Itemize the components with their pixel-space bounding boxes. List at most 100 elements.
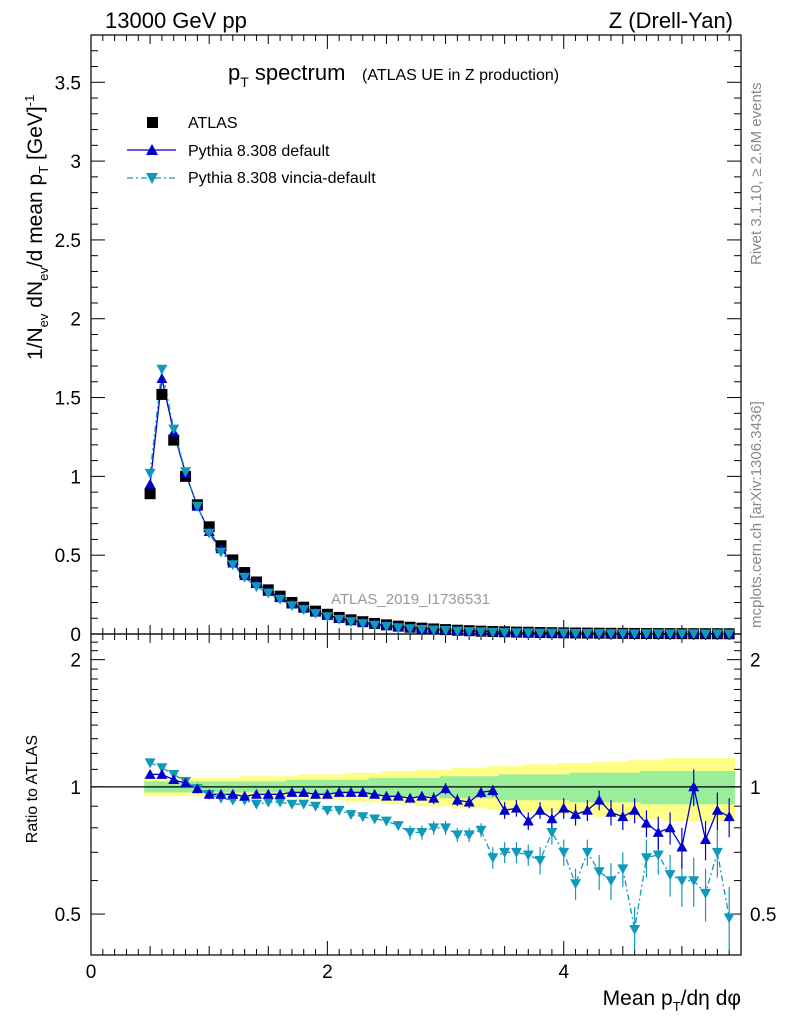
ratio-vincia-point [676,876,688,887]
vincia-point [191,501,203,512]
ratio-vincia-point [629,924,641,935]
vincia-point [345,617,357,628]
vincia-point [144,468,156,479]
ratio-vincia-point [510,847,522,858]
ratio-vincia-point [345,810,357,821]
ratio-default-point [487,785,499,795]
ratio-vincia-point [475,825,487,836]
top-y-tick-label: 0.5 [55,546,81,567]
ratio-default-point [451,794,463,805]
vincia-point [475,627,487,638]
ratio-vincia-point [558,847,570,858]
ratio-default-point [156,768,168,779]
ratio-default-point [688,781,700,792]
ratio-panel-frame [90,633,742,956]
ratio-vincia-point [617,864,629,875]
ratio-default-point [250,788,262,799]
ratio-default-point [463,796,475,807]
top-y-tick-label: 1 [70,467,81,488]
vincia-point [617,629,629,640]
ratio-default-point [416,790,428,801]
legend: ATLAS Pythia 8.308 default Pythia 8.308 … [127,115,376,187]
svg-text:Mean pT/dη dφ: Mean pT/dη dφ [603,987,741,1014]
x-axis-label: Mean pT/dη dφ [603,987,741,1014]
vincia-point [310,609,322,620]
vincia-point [700,629,712,640]
legend-label-default: Pythia 8.308 default [188,143,330,160]
ratio-vincia-point [298,799,310,810]
ratio-vincia-point [463,830,475,841]
ratio-vincia-point [274,797,286,808]
ratio-vincia-point [369,814,381,825]
vincia-point [451,626,463,637]
ratio-vincia-point [605,876,617,887]
vincia-point [357,619,369,630]
title-p: p [228,60,240,85]
ratio-default-point [428,792,440,803]
default-point [156,373,168,384]
ratio-default-point [203,788,215,799]
ratio-default-point [392,790,404,801]
ratio-vincia-point [428,823,440,834]
vincia-point [534,628,546,639]
ratio-default-point [286,786,298,797]
analysis-watermark: ATLAS_2019_I1736531 [331,591,490,608]
vincia-point [499,628,511,638]
ratio-default-point [180,777,192,788]
vincia-point [369,620,381,631]
ratio-default-point [380,790,392,801]
vincia-point [298,605,310,616]
vincia-point [404,624,416,635]
vincia-point [262,588,274,599]
ratio-default-point [298,786,310,797]
top-y-axis-label: 1/Nev dNev/d mean pT [GeV]-1 [22,95,51,360]
vincia-point [203,528,215,539]
ratio-default-point [534,804,546,815]
header-right: Z (Drell-Yan) [609,8,733,33]
vincia-point [463,627,475,637]
x-tick-label: 0 [86,962,97,983]
ratio-vincia-point [522,850,534,861]
vincia-point [321,612,333,623]
ratio-default-point [345,786,357,797]
ratio-y-tick-label-right: 2 [750,651,761,672]
vincia-point [333,614,345,625]
axis-tick-labels: 0 0.5 1 1.5 2 2.5 3 3.5 0.5 1 2 0.5 1 2 0 2 4 [55,73,777,983]
ratio-default-point [605,806,617,817]
header-left: 13000 GeV pp [105,8,247,33]
ratio-vincia-point [664,870,676,881]
ratio-vincia-point [404,828,416,838]
vincia-point [274,594,286,605]
ratio-y-tick-label-left: 0.5 [55,905,81,926]
ratio-band-inner [144,771,736,805]
ratio-default-point [570,809,582,819]
vincia-point [676,629,688,640]
ratio-default-point [546,813,558,824]
legend-marker-vincia [146,173,158,184]
vincia-point [380,622,392,632]
vincia-point [688,629,700,640]
atlas-point [156,388,168,400]
top-y-tick-label: 2.5 [55,231,81,252]
ratio-vincia-point [380,816,392,827]
vincia-point [711,629,723,640]
top-y-tick-label: 1.5 [55,389,81,410]
vincia-point [605,629,617,640]
vincia-point [156,364,168,375]
vincia-point [428,625,440,636]
axis-ticks [90,34,742,955]
vincia-point [239,572,251,583]
ratio-default-point [593,794,605,805]
legend-marker-default [146,144,158,155]
ratio-default-point [558,802,570,813]
ratio-vincia-point [416,828,428,838]
ratio-vincia-point [333,805,345,816]
ratio-vincia-point [487,853,499,864]
ratio-default-point [239,790,251,801]
title-sub-t: T [240,74,249,90]
ratio-vincia-point [723,913,735,924]
top-panel-series [144,364,735,640]
svg-text:pT spectrum: pT spectrum [228,60,345,90]
ratio-default-point [440,783,452,794]
ratio-default-point [652,826,664,837]
